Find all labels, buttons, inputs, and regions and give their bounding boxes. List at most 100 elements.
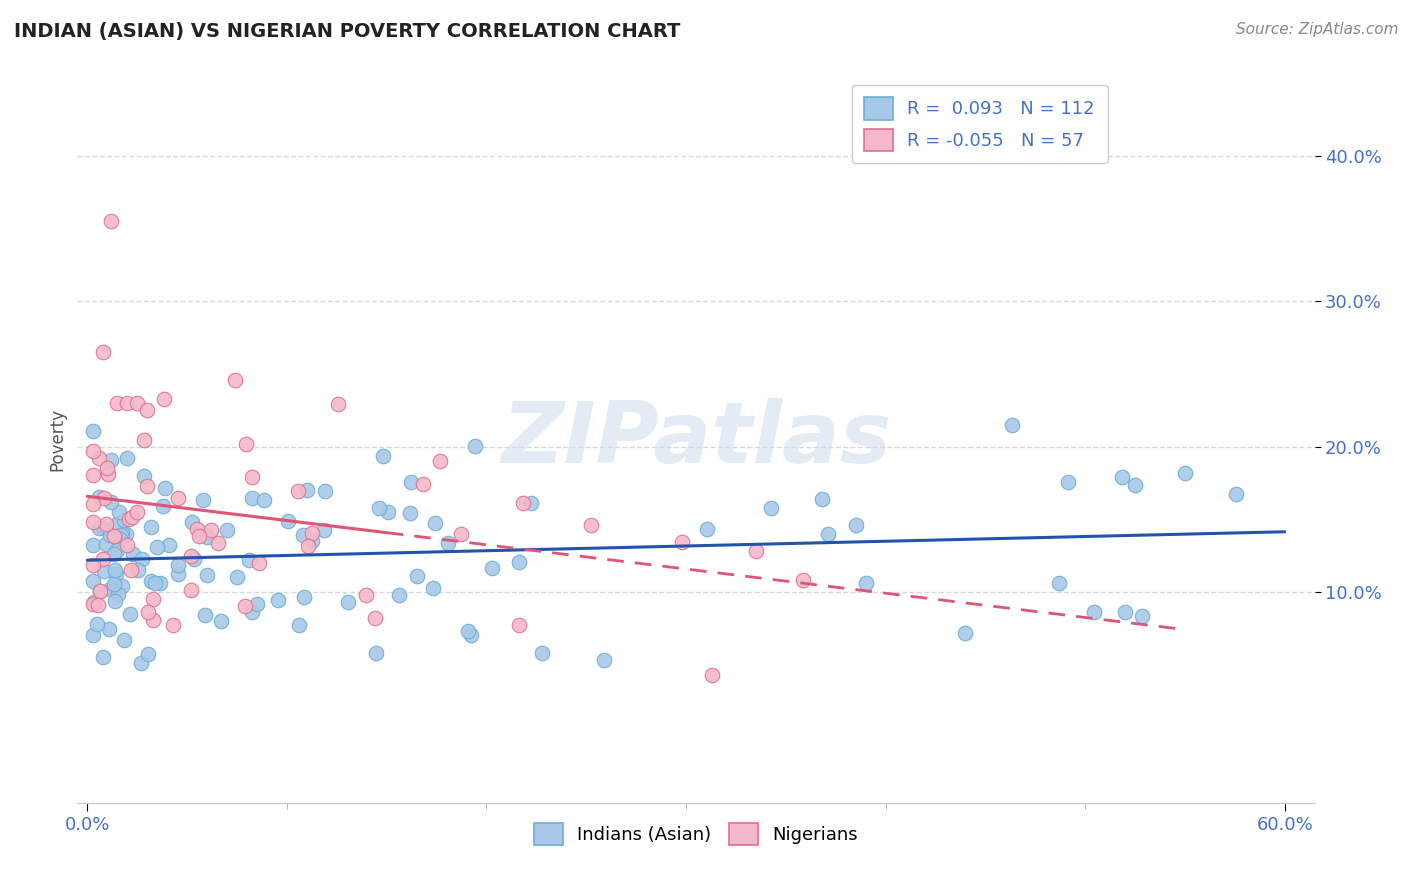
Point — [412, 477, 434, 491]
Point — [82, 497, 104, 511]
Point — [593, 652, 616, 666]
Point — [121, 509, 143, 524]
Legend: Indians (Asian), Nigerians: Indians (Asian), Nigerians — [526, 815, 866, 852]
Point — [129, 656, 152, 670]
Point — [209, 615, 232, 629]
Point — [167, 558, 190, 572]
Text: Source: ZipAtlas.com: Source: ZipAtlas.com — [1236, 22, 1399, 37]
Point — [745, 544, 768, 558]
Point — [301, 525, 323, 540]
Point — [93, 491, 115, 506]
Point — [111, 526, 134, 541]
Point — [240, 470, 263, 484]
Point — [132, 433, 155, 447]
Point — [100, 527, 122, 541]
Point — [792, 573, 814, 587]
Point — [105, 567, 128, 582]
Point — [89, 584, 111, 599]
Point — [115, 527, 138, 541]
Point — [1225, 487, 1247, 501]
Point — [423, 516, 446, 530]
Point — [103, 547, 125, 561]
Point — [207, 536, 229, 550]
Point — [103, 528, 125, 542]
Point — [180, 515, 202, 529]
Point — [82, 558, 104, 573]
Point — [141, 574, 163, 588]
Point — [100, 214, 122, 228]
Point — [153, 481, 176, 495]
Text: INDIAN (ASIAN) VS NIGERIAN POVERTY CORRELATION CHART: INDIAN (ASIAN) VS NIGERIAN POVERTY CORRE… — [14, 22, 681, 41]
Point — [105, 396, 128, 410]
Point — [450, 527, 472, 541]
Point — [238, 553, 260, 567]
Point — [93, 649, 115, 664]
Point — [180, 549, 202, 564]
Point — [105, 543, 128, 558]
Point — [696, 522, 718, 536]
Point — [145, 540, 167, 554]
Point — [120, 563, 142, 577]
Point — [235, 437, 257, 451]
Point — [292, 528, 315, 542]
Point — [91, 552, 114, 566]
Point — [314, 523, 336, 537]
Point — [399, 506, 422, 520]
Point — [82, 468, 104, 483]
Point — [157, 539, 180, 553]
Point — [98, 582, 121, 597]
Point — [1047, 575, 1070, 590]
Point — [811, 491, 834, 506]
Point — [117, 512, 139, 526]
Point — [142, 592, 165, 607]
Point — [460, 627, 482, 641]
Point — [115, 451, 138, 466]
Point — [314, 483, 336, 498]
Point — [162, 618, 184, 632]
Point — [108, 533, 131, 547]
Point — [188, 529, 211, 543]
Point — [373, 449, 395, 463]
Point — [139, 520, 162, 534]
Point — [366, 646, 388, 660]
Point — [122, 547, 145, 561]
Point — [246, 598, 269, 612]
Point — [83, 595, 105, 609]
Point — [481, 561, 503, 575]
Point — [297, 539, 319, 553]
Point — [277, 514, 299, 528]
Point — [107, 505, 129, 519]
Point — [287, 484, 309, 499]
Point — [702, 667, 724, 681]
Point — [136, 606, 159, 620]
Point — [89, 490, 111, 504]
Point — [142, 613, 165, 627]
Point — [82, 574, 104, 588]
Point — [437, 535, 460, 549]
Point — [240, 605, 263, 619]
Point — [233, 599, 256, 614]
Point — [1123, 477, 1146, 491]
Point — [82, 444, 104, 458]
Point — [131, 551, 153, 566]
Point — [1130, 609, 1153, 624]
Point — [180, 582, 202, 597]
Point — [152, 500, 174, 514]
Point — [388, 588, 411, 602]
Point — [354, 588, 377, 602]
Point — [127, 505, 149, 519]
Point — [512, 495, 534, 509]
Point — [530, 646, 553, 660]
Point — [89, 450, 111, 465]
Point — [1001, 417, 1024, 432]
Point — [1174, 466, 1197, 480]
Point — [457, 624, 479, 639]
Point — [82, 515, 104, 529]
Point — [464, 439, 486, 453]
Point — [194, 608, 217, 623]
Point — [240, 491, 263, 506]
Point — [82, 628, 104, 642]
Point — [406, 569, 429, 583]
Point — [1056, 475, 1078, 489]
Point — [399, 475, 422, 490]
